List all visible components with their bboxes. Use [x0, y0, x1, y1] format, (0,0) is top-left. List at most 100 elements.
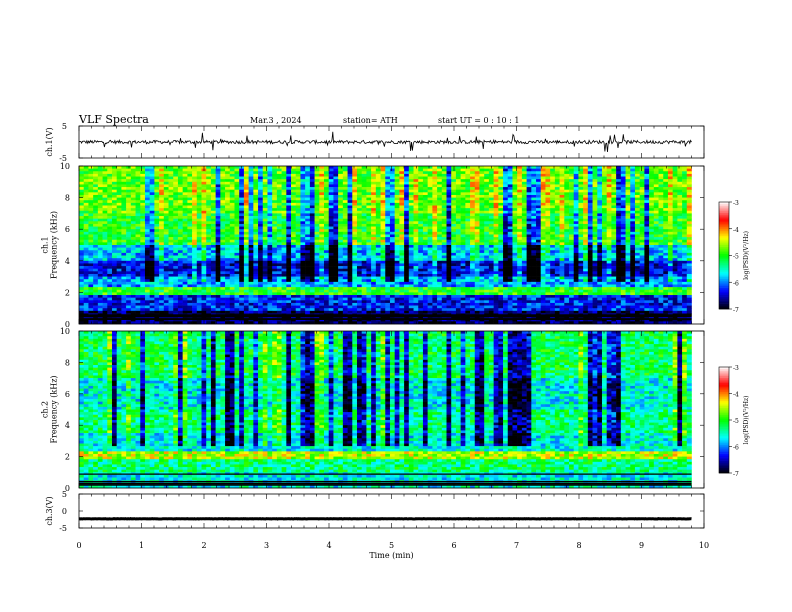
ch1-spectrogram-cell [159, 171, 164, 174]
ch1-spectrogram-cell [404, 232, 409, 235]
ch1-spectrogram-cell [583, 166, 588, 169]
ch1-spectrogram-cell [192, 195, 197, 198]
ch1-spectrogram-cell [560, 229, 565, 232]
ch1-spectrogram-cell [677, 166, 682, 169]
ch1-spectrogram-cell [150, 256, 155, 259]
ch1-spectrogram-cell [202, 248, 207, 251]
ch1-spectrogram-cell [107, 179, 112, 182]
ch1-spectrogram-cell [626, 248, 631, 251]
ch1-spectrogram-cell [216, 179, 221, 182]
ch1-spectrogram-cell [338, 261, 343, 264]
ch1-spectrogram-cell [79, 219, 84, 222]
ch1-spectrogram-cell [253, 227, 258, 230]
ch1-spectrogram-cell [145, 187, 150, 190]
ch1-spectrogram-cell [522, 240, 527, 243]
ch1-spectrogram-cell [663, 179, 668, 182]
ch1-spectrogram-cell [442, 177, 447, 180]
ch1-spectrogram-cell [366, 216, 371, 219]
ch1-spectrogram-cell [654, 253, 659, 256]
ch1-spectrogram-cell [103, 261, 108, 264]
ch1-spectrogram-cell [267, 245, 272, 248]
ch1-spectrogram-cell [249, 258, 254, 261]
ch1-spectrogram-cell [663, 253, 668, 256]
ch1-spectrogram-cell [159, 179, 164, 182]
ch1-spectrogram-cell [503, 242, 508, 245]
ch1-spectrogram-cell [338, 171, 343, 174]
ch1-spectrogram-cell [385, 234, 390, 237]
ch1-spectrogram-cell [277, 216, 282, 219]
ch1-spectrogram-cell [560, 237, 565, 240]
ch1-spectrogram-cell [470, 229, 475, 232]
ch1-spectrogram-cell [385, 258, 390, 261]
ch1-spectrogram-cell [178, 237, 183, 240]
ch1-spectrogram-cell [578, 219, 583, 222]
ch1-spectrogram-cell [522, 213, 527, 216]
ch1-spectrogram-cell [677, 182, 682, 185]
ch1-spectrogram-cell [390, 211, 395, 214]
ch1-spectrogram-cell [352, 248, 357, 251]
ch1-spectrogram-cell [399, 229, 404, 232]
ch1-spectrogram-cell [418, 184, 423, 187]
ch1-spectrogram-cell [611, 166, 616, 169]
ch1-spectrogram-cell [423, 227, 428, 230]
ch1-spectrogram-cell [545, 192, 550, 195]
ch1-spectrogram-cell [239, 200, 244, 203]
ch1-spectrogram-cell [183, 192, 188, 195]
ch1-spectrogram-cell [338, 229, 343, 232]
ch1-spectrogram-cell [475, 227, 480, 230]
ch1-spectrogram-cell [479, 258, 484, 261]
ch1-spectrogram-cell [267, 219, 272, 222]
ch1-spectrogram-cell [178, 206, 183, 209]
ch1-spectrogram-cell [183, 263, 188, 266]
ch1-spectrogram-cell [508, 219, 513, 222]
ch1-spectrogram-cell [659, 166, 664, 169]
ch1-spectrogram-cell [470, 195, 475, 198]
ch1-spectrogram-cell [668, 166, 673, 169]
ch1-spectrogram-cell [588, 240, 593, 243]
ch1-spectrogram-cell [574, 211, 579, 214]
ch1-spectrogram-cell [555, 242, 560, 245]
ch1-spectrogram-cell [220, 227, 225, 230]
ch1-spectrogram-cell [423, 253, 428, 256]
ch1-spectrogram-cell [376, 250, 381, 253]
ch1-spectrogram-cell [296, 258, 301, 261]
ch1-spectrogram-cell [131, 258, 136, 261]
ch1-spectrogram-cell [154, 206, 159, 209]
ch1-spectrogram-cell [154, 237, 159, 240]
ch1-spectrogram-cell [267, 179, 272, 182]
ch1-spectrogram-cell [423, 237, 428, 240]
ch1-spectrogram-cell [569, 224, 574, 227]
ch1-spectrogram-cell [555, 256, 560, 259]
ch1-spectrogram-cell [489, 190, 494, 193]
ch1-spectrogram-cell [197, 219, 202, 222]
ch1-spectrogram-cell [560, 213, 565, 216]
ch1-spectrogram-cell [154, 179, 159, 182]
ch1-spectrogram-cell [216, 200, 221, 203]
ch1-spectrogram-cell [300, 250, 305, 253]
ch1-spectrogram-cell [517, 166, 522, 169]
ch1-spectrogram-cell [489, 237, 494, 240]
ch1-spectrogram-cell [654, 248, 659, 251]
ch1-spectrogram-cell [84, 198, 89, 201]
ch1-spectrogram-cell [517, 253, 522, 256]
ch1-spectrogram-cell [352, 195, 357, 198]
ch1-spectrogram-cell [324, 198, 329, 201]
ch1-spectrogram-cell [414, 248, 419, 251]
ch1-waveform-ylabel: ch.1(V) [45, 127, 54, 156]
ch1-spectrogram-cell [371, 256, 376, 259]
ch1-spectrogram-cell [183, 242, 188, 245]
ch1-spectrogram-cell [315, 179, 320, 182]
ch1-spectrogram-cell [230, 206, 235, 209]
ch1-spectrogram-cell [88, 229, 93, 232]
ch1-spectrogram-cell [329, 169, 334, 172]
ch1-spectrogram-cell [121, 224, 126, 227]
ch1-spectrogram-cell [150, 182, 155, 185]
ch1-spectrogram-cell [564, 250, 569, 253]
ch1-spectrogram-cell [93, 174, 98, 177]
ch1-spectrogram-cell [616, 174, 621, 177]
ch1-spectrogram-cell [329, 240, 334, 243]
ch1-spectrogram-cell [494, 166, 499, 169]
ch1-spectrogram-cell [192, 253, 197, 256]
ch1-spectrogram-cell [437, 187, 442, 190]
ch1-spectrogram-cell [333, 208, 338, 211]
